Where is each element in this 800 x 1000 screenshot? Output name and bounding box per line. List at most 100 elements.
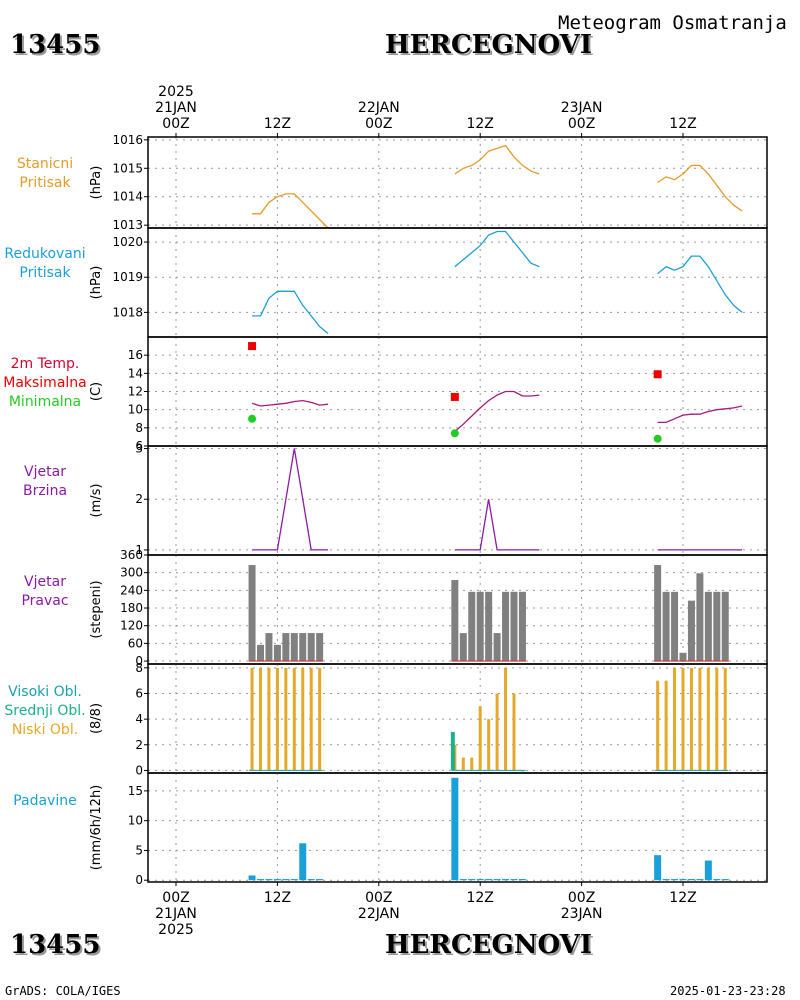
data-bar (307, 633, 315, 662)
y-tick-label: 180 (120, 601, 143, 615)
time-label-bottom: 12Z (264, 890, 291, 906)
data-bar (510, 591, 518, 662)
y-axis-label: (stepeni) (89, 580, 104, 638)
cloud-bar (487, 719, 491, 771)
cloud-bar (292, 667, 296, 771)
panel-label-line: Niski Obl. (11, 722, 79, 738)
cloud-bar (681, 667, 685, 771)
y-tick-label: 60 (128, 636, 143, 650)
data-bar (502, 591, 510, 662)
data-bar (476, 591, 484, 662)
series-line (252, 448, 329, 551)
panel-frame (147, 227, 768, 338)
y-tick-label: 1013 (112, 218, 143, 232)
max-temp-marker (450, 392, 459, 401)
cloud-bar (656, 680, 660, 771)
data-bar (518, 879, 526, 881)
y-tick-label: 1015 (112, 161, 143, 175)
data-bar (721, 879, 729, 881)
time-label-top: 12Z (264, 116, 291, 132)
time-label-bottom: 22JAN (358, 906, 400, 922)
data-bar (282, 879, 290, 881)
time-label-bottom: 00Z (568, 890, 595, 906)
time-label-bottom: 12Z (466, 890, 493, 906)
data-bar (299, 843, 307, 881)
min-temp-marker (653, 434, 662, 443)
data-bar (493, 633, 501, 662)
min-temp-marker (248, 414, 257, 423)
time-label-top: 00Z (365, 116, 392, 132)
y-tick-label: 1016 (112, 133, 143, 147)
y-axis-label: (C) (89, 382, 104, 401)
station-name-top: HERCEGNOVI (385, 30, 592, 60)
y-axis-label: (m/s) (89, 484, 104, 518)
time-label-bottom: 12Z (669, 890, 696, 906)
cloud-bar (673, 667, 677, 771)
data-bar (459, 879, 467, 881)
data-bar (493, 879, 501, 881)
data-bar (476, 879, 484, 881)
data-bar (713, 591, 721, 662)
panel-label: Stanicni Pritisak (0, 155, 90, 193)
data-bar (316, 879, 324, 881)
y-tick-label: 2 (135, 738, 143, 752)
data-bar (510, 879, 518, 881)
cloud-bar (470, 757, 474, 771)
cloud-bar (450, 731, 455, 771)
series-line (657, 405, 743, 424)
panel-label: Padavine (0, 792, 90, 811)
data-bar (662, 591, 670, 662)
y-tick-label: 300 (120, 566, 143, 580)
y-tick-label: 1 (135, 543, 143, 557)
data-bar (662, 879, 670, 881)
panel-frame (147, 445, 768, 556)
cloud-bar (309, 667, 313, 771)
cloud-bar (259, 667, 262, 771)
data-bar (654, 855, 662, 881)
data-bar (679, 652, 687, 662)
y-tick-label: 6 (135, 439, 143, 453)
y-axis-label: (hPa) (89, 166, 104, 200)
panel-label-line: Pravac (21, 593, 69, 609)
y-tick-label: 1014 (112, 190, 143, 204)
data-bar (687, 879, 695, 881)
cloud-bar (689, 667, 693, 771)
time-label-top: 12Z (669, 116, 696, 132)
cloud-bar (723, 667, 727, 771)
cloud-bar (267, 667, 271, 771)
time-label-bottom: 21JAN (155, 906, 197, 922)
cloud-bar (318, 667, 322, 771)
y-tick-label: 2 (135, 492, 143, 506)
data-bar (257, 879, 264, 881)
y-axis-label: (mm/6h/12h) (89, 785, 104, 871)
data-bar (679, 879, 687, 881)
y-tick-label: 14 (128, 366, 143, 380)
data-bar (248, 565, 256, 662)
y-tick-label: 3 (135, 442, 143, 456)
y-tick-label: 5 (135, 843, 143, 857)
series-line (657, 255, 743, 313)
series-line (454, 390, 540, 432)
series-line (454, 499, 540, 551)
panel-frame (147, 772, 768, 883)
y-tick-label: 12 (128, 385, 143, 399)
data-bar (485, 591, 493, 662)
series-line (251, 399, 329, 407)
panel-label-line: Pritisak (19, 265, 71, 281)
panel-label: Visoki Obl. Srednji Obl. Niski Obl. (0, 683, 90, 740)
data-bar (502, 879, 510, 881)
time-label-top: 12Z (466, 116, 493, 132)
panel-label-line: Stanicni (16, 156, 74, 172)
time-label-bottom: 23JAN (561, 906, 603, 922)
panel-label-line: Srednji Obl. (4, 703, 86, 719)
y-tick-label: 1018 (112, 305, 143, 319)
panel-label: Vjetar Pravac (0, 573, 90, 611)
time-label-bottom: 2025 (158, 922, 194, 938)
station-id-top: 13455 (10, 30, 101, 60)
y-tick-label: 16 (128, 348, 143, 362)
data-bar (451, 777, 459, 881)
cloud-bar (301, 667, 305, 771)
panel-label-line: Vjetar (24, 574, 66, 590)
max-temp-marker (248, 342, 257, 351)
cloud-bar (461, 757, 465, 771)
